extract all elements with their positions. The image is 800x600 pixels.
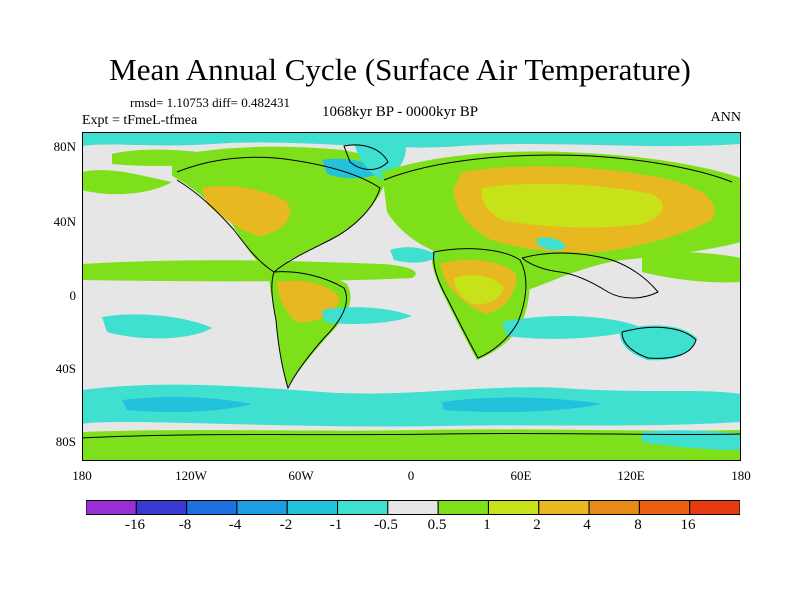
colorbar-swatch — [638, 500, 691, 515]
southern-ocean-blue-2 — [442, 397, 602, 412]
colorbar-swatch — [86, 500, 137, 515]
arabian-cyan — [537, 237, 566, 251]
colorbar-label: 16 — [680, 517, 696, 533]
lon-label: 120W — [175, 468, 207, 483]
colorbar-label: 0.5 — [427, 517, 447, 533]
arctic-cyan-band — [82, 132, 741, 148]
colorbar-swatch — [337, 500, 389, 515]
antarctic-cyan — [642, 430, 741, 450]
med-cyan — [390, 247, 438, 263]
lat-label: 40S — [55, 361, 76, 376]
colorbar-label: 8 — [634, 517, 642, 533]
colorbar-swatch — [487, 500, 540, 515]
colorbar-swatch — [689, 500, 740, 515]
eurasia-mild — [481, 183, 663, 228]
experiment-label: Expt = tFmeL-tfmea — [82, 113, 198, 128]
chart-title: Mean Annual Cycle (Surface Air Temperatu… — [109, 52, 691, 87]
australia-cyan — [619, 325, 697, 361]
colorbar-label: 4 — [583, 517, 591, 533]
tropic-belt-east-green — [642, 251, 741, 283]
lon-label: 180 — [72, 468, 92, 483]
southpac-cyan — [102, 314, 212, 339]
southern-ocean-blue — [122, 397, 252, 412]
colorbar-swatch — [538, 500, 590, 515]
colorbar-swatch — [588, 500, 640, 515]
lon-label: 120E — [617, 468, 645, 483]
colorbar-label: -8 — [178, 517, 192, 533]
colorbar-label: -16 — [125, 517, 145, 533]
season-label: ANN — [710, 110, 741, 125]
colorbar-swatch — [135, 500, 188, 515]
southern-ocean-cyan — [82, 384, 741, 427]
southatl-cyan — [322, 307, 412, 324]
colorbar-swatch — [186, 500, 238, 515]
stats-readout: rmsd= 1.10753 diff= 0.482431 — [130, 95, 290, 110]
colorbar-label: -2 — [279, 517, 293, 533]
colorbar-swatch — [236, 500, 288, 515]
map-frame — [82, 132, 741, 461]
southind-cyan — [502, 315, 642, 339]
colorbar — [86, 500, 740, 515]
lat-label: 80N — [53, 139, 76, 154]
greenland-cyan — [352, 132, 406, 180]
lat-label: 80S — [55, 434, 76, 449]
lon-label: 60E — [510, 468, 532, 483]
lon-label: 180 — [731, 468, 751, 483]
colorbar-label: 1 — [483, 517, 491, 533]
lat-label: 0 — [69, 288, 77, 303]
colorbar-label: 2 — [533, 517, 541, 533]
period-label: 1068kyr BP - 0000kyr BP — [322, 104, 479, 120]
northpac-green — [82, 170, 172, 195]
colorbar-swatch — [437, 500, 489, 515]
antarctic-green — [82, 429, 741, 461]
lat-label: 40N — [53, 214, 76, 229]
lon-label: 0 — [407, 468, 415, 483]
colorbar-swatch — [387, 500, 439, 515]
tropic-belt-green — [82, 260, 416, 282]
temperature-anomaly-map — [82, 132, 741, 461]
colorbar-label: -0.5 — [374, 517, 398, 533]
colorbar-label: -4 — [228, 517, 242, 533]
colorbar-swatch — [286, 500, 339, 515]
colorbar-label: -1 — [329, 517, 343, 533]
africa-mild — [454, 275, 504, 305]
coastlines — [82, 144, 741, 439]
north-america-warm — [202, 185, 291, 236]
lon-label: 60W — [288, 468, 314, 483]
